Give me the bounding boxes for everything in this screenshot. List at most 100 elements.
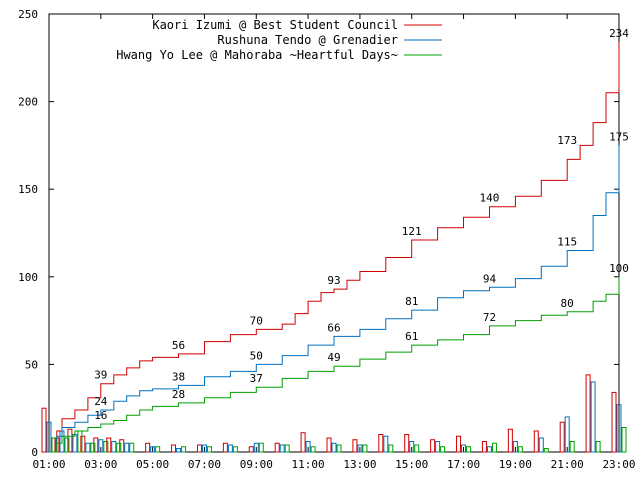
hourly-bar — [310, 446, 316, 453]
hourly-bar — [119, 439, 125, 453]
value-label: 50 — [250, 349, 263, 362]
x-tick-label: 15:00 — [395, 458, 428, 471]
hourly-bar — [155, 446, 161, 453]
hourly-bar — [507, 428, 513, 453]
plot-frame — [48, 13, 620, 453]
hourly-bar — [111, 440, 117, 453]
hourly-bar — [430, 439, 436, 453]
hourly-bar — [103, 440, 109, 453]
x-tick-label: 19:00 — [499, 458, 532, 471]
y-tick-label: 200 — [18, 96, 38, 109]
hourly-bar — [150, 446, 156, 453]
x-tick-label: 13:00 — [343, 458, 376, 471]
hourly-bar — [409, 440, 415, 453]
series-line — [49, 145, 620, 453]
hourly-bar — [538, 437, 544, 453]
value-label: 121 — [402, 225, 422, 238]
hourly-bar — [616, 404, 622, 453]
hourly-bar — [274, 442, 280, 453]
x-tick-label: 11:00 — [292, 458, 325, 471]
hourly-bar — [559, 421, 565, 453]
hourly-bar — [253, 442, 259, 453]
value-label: 94 — [483, 272, 497, 285]
x-tick-label: 01:00 — [32, 458, 65, 471]
hourly-bar — [284, 444, 290, 453]
value-label: 93 — [327, 274, 340, 287]
value-label: 100 — [609, 262, 629, 275]
hourly-bar — [590, 381, 596, 453]
value-label: 72 — [483, 311, 496, 324]
hourly-bar — [517, 446, 523, 453]
hourly-bar — [481, 440, 487, 453]
hourly-bar — [248, 446, 254, 453]
hourly-bar — [383, 435, 389, 453]
value-label: 39 — [94, 369, 107, 382]
value-label: 24 — [94, 395, 108, 408]
hourly-bar — [543, 447, 549, 453]
y-tick-label: 50 — [25, 358, 38, 371]
legend: Kaori Izumi @ Best Student CouncilRushun… — [116, 18, 442, 62]
hourly-bar — [352, 439, 358, 453]
hourly-bar — [124, 442, 130, 453]
hourly-bar — [80, 435, 86, 453]
hourly-bar — [595, 440, 601, 453]
hourly-bar — [98, 439, 104, 453]
hourly-bars — [41, 374, 627, 453]
x-tick-label: 03:00 — [84, 458, 117, 471]
value-label: 80 — [561, 297, 574, 310]
value-label: 61 — [405, 330, 418, 343]
value-label: 66 — [327, 321, 340, 334]
y-axis: 0 50 100 150 200 250 — [18, 8, 619, 459]
value-label: 28 — [172, 388, 185, 401]
hourly-bar — [64, 437, 70, 453]
hourly-bar — [93, 437, 99, 453]
y-tick-label: 150 — [18, 183, 38, 196]
value-label: 140 — [480, 192, 500, 205]
hourly-bar — [378, 433, 384, 453]
hourly-bar — [388, 444, 394, 453]
hourly-bar — [85, 442, 91, 453]
legend-label: Rushuna Tendo @ Grenadier — [217, 33, 398, 47]
hourly-bar — [305, 440, 311, 453]
hourly-bar — [227, 444, 233, 453]
hourly-bar — [533, 430, 539, 453]
hourly-bar — [564, 416, 570, 453]
hourly-bar — [404, 433, 410, 453]
x-axis: 01:00 03:00 05:00 07:00 09:00 11:00 13:00 15:00… — [32, 14, 636, 471]
hourly-bar — [326, 437, 332, 453]
hourly-bar — [41, 407, 47, 453]
hourly-bar — [440, 446, 446, 453]
value-label: 38 — [172, 370, 185, 383]
value-label: 70 — [250, 314, 263, 327]
value-label: 173 — [557, 134, 577, 147]
y-tick-label: 100 — [18, 271, 38, 284]
legend-label: Kaori Izumi @ Best Student Council — [152, 18, 398, 32]
value-label: 37 — [250, 372, 263, 385]
y-tick-label: 0 — [31, 446, 38, 459]
cumulative-lines — [49, 42, 620, 453]
hourly-bar — [90, 442, 96, 453]
hourly-bar — [232, 446, 238, 453]
hourly-bar — [279, 444, 285, 453]
hourly-bar — [258, 442, 264, 453]
value-label: 115 — [557, 236, 577, 249]
hourly-bar — [466, 446, 472, 453]
hourly-bar — [491, 442, 497, 453]
hourly-bar — [357, 444, 363, 453]
value-label: 175 — [609, 130, 629, 143]
x-tick-label: 05:00 — [136, 458, 169, 471]
series-line — [49, 42, 620, 453]
legend-label: Hwang Yo Lee @ Mahoraba ~Heartful Days~ — [116, 48, 398, 62]
hourly-bar — [611, 391, 617, 453]
hourly-bar — [206, 446, 212, 453]
x-tick-label: 21:00 — [551, 458, 584, 471]
value-label: 234 — [609, 27, 629, 40]
hourly-bar — [222, 442, 228, 453]
value-label: 49 — [327, 351, 340, 364]
hourly-bar — [145, 442, 151, 453]
x-tick-label: 17:00 — [447, 458, 480, 471]
series-line — [49, 276, 620, 453]
hourly-bar — [72, 433, 78, 453]
x-tick-label: 23:00 — [602, 458, 635, 471]
